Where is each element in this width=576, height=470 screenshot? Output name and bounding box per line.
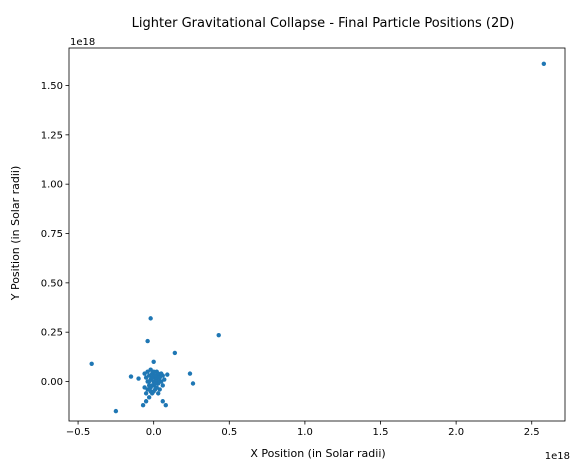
data-point — [143, 399, 149, 404]
data-point — [128, 374, 134, 379]
y-tick-label: 0.50 — [41, 278, 63, 289]
x-tick-label: 1.0 — [297, 427, 313, 438]
data-point — [162, 377, 167, 382]
points-layer — [89, 61, 547, 414]
data-point — [172, 350, 178, 356]
data-point — [160, 373, 165, 378]
data-point — [143, 391, 149, 396]
data-point — [140, 403, 146, 408]
x-offset-label: 1e18 — [545, 451, 570, 462]
data-point — [156, 371, 161, 376]
ticks-layer: −0.5 0.0 0.5 1.0 1.5 2.0 2.5 0.00 0.25 0.50 0.75 1.… — [41, 81, 540, 438]
y-tick-label: 0.75 — [41, 229, 63, 240]
data-point — [148, 316, 153, 321]
data-point — [146, 379, 152, 384]
x-tick-label: 1.5 — [373, 427, 389, 438]
data-point — [145, 369, 150, 374]
y-tick-label: 0.00 — [41, 377, 63, 388]
data-point — [157, 379, 162, 384]
chart-title: Lighter Gravitational Collapse - Final P… — [132, 16, 515, 31]
x-tick-label: 0.0 — [146, 427, 162, 438]
data-point — [160, 399, 165, 404]
y-axis-label: Y Position (in Solar radii) — [9, 166, 22, 302]
data-point — [160, 383, 165, 388]
x-axis-label: X Position (in Solar radii) — [250, 447, 385, 460]
data-point — [541, 61, 547, 66]
data-point — [190, 381, 196, 386]
data-point — [156, 391, 161, 396]
data-point — [136, 376, 141, 381]
data-point — [151, 359, 156, 364]
data-point — [145, 338, 150, 344]
x-tick-label: 0.5 — [221, 427, 237, 438]
data-point — [163, 403, 168, 408]
y-offset-label: 1e18 — [70, 37, 95, 48]
data-point — [165, 372, 170, 377]
data-point — [216, 332, 221, 338]
data-point — [153, 381, 158, 386]
y-tick-label: 0.25 — [41, 328, 63, 339]
data-point — [187, 371, 193, 376]
x-tick-label: 2.5 — [524, 427, 540, 438]
data-point — [89, 361, 94, 366]
data-point — [148, 385, 153, 390]
data-point — [149, 391, 155, 396]
y-tick-label: 1.50 — [41, 81, 63, 92]
x-tick-label: 2.0 — [448, 427, 464, 438]
data-point — [146, 395, 152, 400]
y-tick-label: 1.00 — [41, 180, 63, 191]
data-point — [113, 408, 119, 414]
x-tick-label: −0.5 — [66, 427, 90, 438]
data-point — [142, 385, 147, 390]
plot-frame — [68, 47, 566, 422]
y-tick-label: 1.25 — [41, 130, 63, 141]
